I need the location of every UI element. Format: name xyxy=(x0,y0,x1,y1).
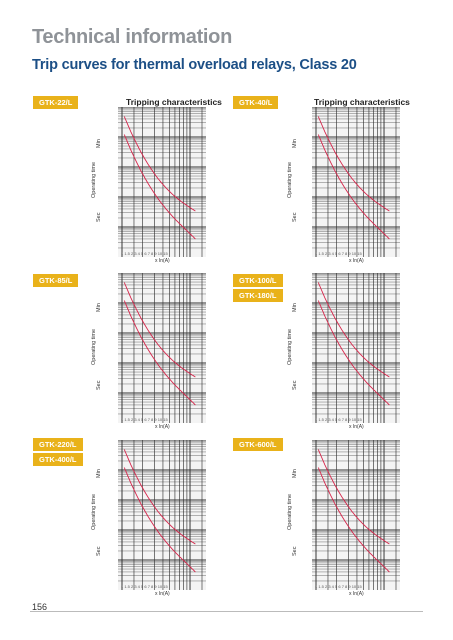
x-axis-label: x In(A) xyxy=(349,258,364,264)
x-axis-label: x In(A) xyxy=(349,424,364,430)
ylabel-operating-time: Operating time xyxy=(287,328,293,365)
model-badge: GTK-40/L xyxy=(233,96,279,109)
x-axis-label: x In(A) xyxy=(155,424,170,430)
ylabel-operating-time: Operating time xyxy=(287,161,293,198)
chart-grid xyxy=(118,440,206,590)
ylabel-min: Min xyxy=(292,139,298,148)
chart-grid xyxy=(312,273,400,423)
ylabel-operating-time: Operating time xyxy=(91,328,97,365)
chart-grid xyxy=(312,440,400,590)
model-badge: GTK-600/L xyxy=(233,438,283,451)
x-tick-labels: 1 1.5 2 3 4 5 6 7 8 9 10 15 xyxy=(315,251,362,256)
ylabel-sec: Sec xyxy=(292,212,298,222)
ylabel-sec: Sec xyxy=(96,212,102,222)
trip-chart xyxy=(312,107,400,257)
ylabel-operating-time: Operating time xyxy=(91,161,97,198)
chart-grid xyxy=(312,107,400,257)
ylabel-sec: Sec xyxy=(96,380,102,390)
panel-title: Tripping characteristics xyxy=(314,97,410,107)
x-tick-labels: 1 1.5 2 3 4 5 6 7 8 9 10 15 xyxy=(121,584,168,589)
x-axis-label: x In(A) xyxy=(155,591,170,597)
page-subtitle: Trip curves for thermal overload relays,… xyxy=(32,57,357,73)
chart-grid xyxy=(118,273,206,423)
x-axis-label: x In(A) xyxy=(349,591,364,597)
panel-title: Tripping characteristics xyxy=(126,97,222,107)
trip-chart xyxy=(312,440,400,590)
model-badge: GTK-180/L xyxy=(233,289,283,302)
ylabel-operating-time: Operating time xyxy=(287,493,293,530)
footer-divider xyxy=(30,611,423,612)
ylabel-min: Min xyxy=(96,139,102,148)
x-tick-labels: 1 1.5 2 3 4 5 6 7 8 9 10 15 xyxy=(121,417,168,422)
trip-chart xyxy=(312,273,400,423)
ylabel-operating-time: Operating time xyxy=(91,493,97,530)
page-number: 156 xyxy=(32,602,48,612)
page-title: Technical information xyxy=(32,26,233,48)
x-tick-labels: 1 1.5 2 3 4 5 6 7 8 9 10 15 xyxy=(315,584,362,589)
x-axis-label: x In(A) xyxy=(155,258,170,264)
chart-grid xyxy=(118,107,206,257)
model-badge: GTK-85/L xyxy=(33,274,79,287)
ylabel-min: Min xyxy=(96,469,102,478)
model-badge: GTK-220/L xyxy=(33,438,83,451)
ylabel-min: Min xyxy=(292,469,298,478)
model-badge: GTK-100/L xyxy=(233,274,283,287)
trip-chart xyxy=(118,440,206,590)
model-badge: GTK-22/L xyxy=(33,96,79,109)
ylabel-min: Min xyxy=(96,303,102,312)
ylabel-sec: Sec xyxy=(96,546,102,556)
trip-chart xyxy=(118,107,206,257)
x-tick-labels: 1 1.5 2 3 4 5 6 7 8 9 10 15 xyxy=(121,251,168,256)
ylabel-sec: Sec xyxy=(292,546,298,556)
ylabel-sec: Sec xyxy=(292,380,298,390)
x-tick-labels: 1 1.5 2 3 4 5 6 7 8 9 10 15 xyxy=(315,417,362,422)
trip-chart xyxy=(118,273,206,423)
ylabel-min: Min xyxy=(292,303,298,312)
model-badge: GTK-400/L xyxy=(33,453,83,466)
